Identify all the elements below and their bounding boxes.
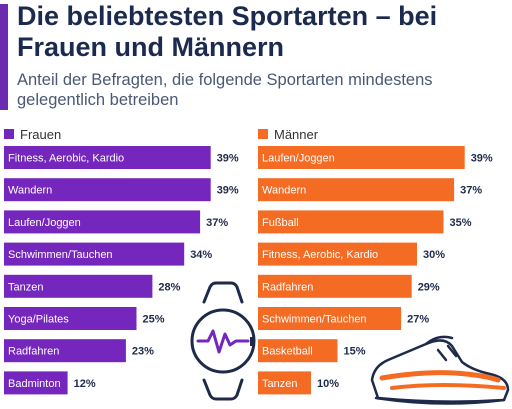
- legend-frauen: Frauen: [4, 126, 62, 142]
- maenner-value-label: 27%: [407, 314, 429, 326]
- smartwatch-icon: [190, 281, 256, 401]
- frauen-value-label: 37%: [206, 217, 228, 229]
- frauen-category-label: Laufen/Joggen: [8, 217, 81, 229]
- legend-frauen-swatch: [4, 129, 14, 139]
- accent-bar: [0, 4, 8, 110]
- maenner-category-label: Fußball: [262, 217, 299, 229]
- maenner-bar: [258, 274, 412, 298]
- maenner-category-label: Basketball: [262, 346, 313, 358]
- maenner-category-label: Laufen/Joggen: [262, 153, 335, 165]
- maenner-value-label: 39%: [471, 153, 493, 165]
- legend-maenner-swatch: [258, 129, 268, 139]
- frauen-bar: [4, 242, 185, 266]
- maenner-value-label: 35%: [450, 217, 472, 229]
- maenner-value-label: 29%: [418, 281, 440, 293]
- frauen-bar: [4, 307, 137, 330]
- frauen-bar: [4, 178, 211, 202]
- maenner-bar: [258, 146, 465, 169]
- maenner-bar: [258, 178, 455, 202]
- frauen-value-label: 39%: [217, 153, 239, 165]
- frauen-category-label: Fitness, Aerobic, Kardio: [8, 153, 124, 165]
- maenner-bar: [258, 210, 444, 234]
- maenner-category-label: Fitness, Aerobic, Kardio: [262, 249, 378, 261]
- maenner-category-label: Schwimmen/Tauchen: [262, 314, 367, 326]
- maenner-value-label: 10%: [317, 378, 339, 390]
- frauen-category-label: Tanzen: [8, 281, 43, 293]
- frauen-bar: [4, 146, 211, 169]
- maenner-bar: [258, 307, 402, 330]
- legend-frauen-label: Frauen: [20, 126, 62, 142]
- maenner-category-label: Tanzen: [262, 378, 297, 390]
- maenner-value-label: 37%: [460, 185, 482, 197]
- frauen-category-label: Schwimmen/Tauchen: [8, 249, 113, 261]
- running-shoe-icon: [370, 335, 510, 405]
- chart-subtitle: Anteil der Befragten, die folgende Sport…: [17, 71, 433, 109]
- maenner-category-label: Radfahren: [262, 281, 313, 293]
- legend-maenner-label: Männer: [274, 126, 319, 142]
- frauen-category-label: Yoga/Pilates: [8, 314, 69, 326]
- frauen-value-label: 28%: [158, 281, 180, 293]
- maenner-category-label: Wandern: [262, 185, 306, 197]
- frauen-value-label: 25%: [143, 314, 165, 326]
- chart-title: Die beliebtesten Sportarten – bei Frauen…: [17, 1, 438, 62]
- frauen-bar: [4, 339, 126, 363]
- frauen-bar: [4, 210, 201, 234]
- maenner-bar: [258, 339, 338, 363]
- frauen-bar: [4, 274, 153, 298]
- series-frauen: Fitness, Aerobic, Kardio 39% Wandern 39% Lau…: [4, 146, 239, 395]
- frauen-category-label: Wandern: [8, 185, 52, 197]
- frauen-category-label: Badminton: [8, 378, 61, 390]
- maenner-bar: [258, 371, 311, 395]
- frauen-value-label: 34%: [190, 249, 212, 261]
- series-maenner: Laufen/Joggen 39% Wandern 37% Fußball 35% Fitn…: [258, 146, 493, 395]
- maenner-value-label: 15%: [344, 346, 366, 358]
- legend-maenner: Männer: [258, 126, 319, 142]
- frauen-category-label: Radfahren: [8, 346, 59, 358]
- frauen-value-label: 39%: [217, 185, 239, 197]
- maenner-value-label: 30%: [423, 249, 445, 261]
- frauen-bar: [4, 371, 68, 395]
- maenner-bar: [258, 242, 417, 266]
- frauen-value-label: 23%: [132, 346, 154, 358]
- frauen-value-label: 12%: [74, 378, 96, 390]
